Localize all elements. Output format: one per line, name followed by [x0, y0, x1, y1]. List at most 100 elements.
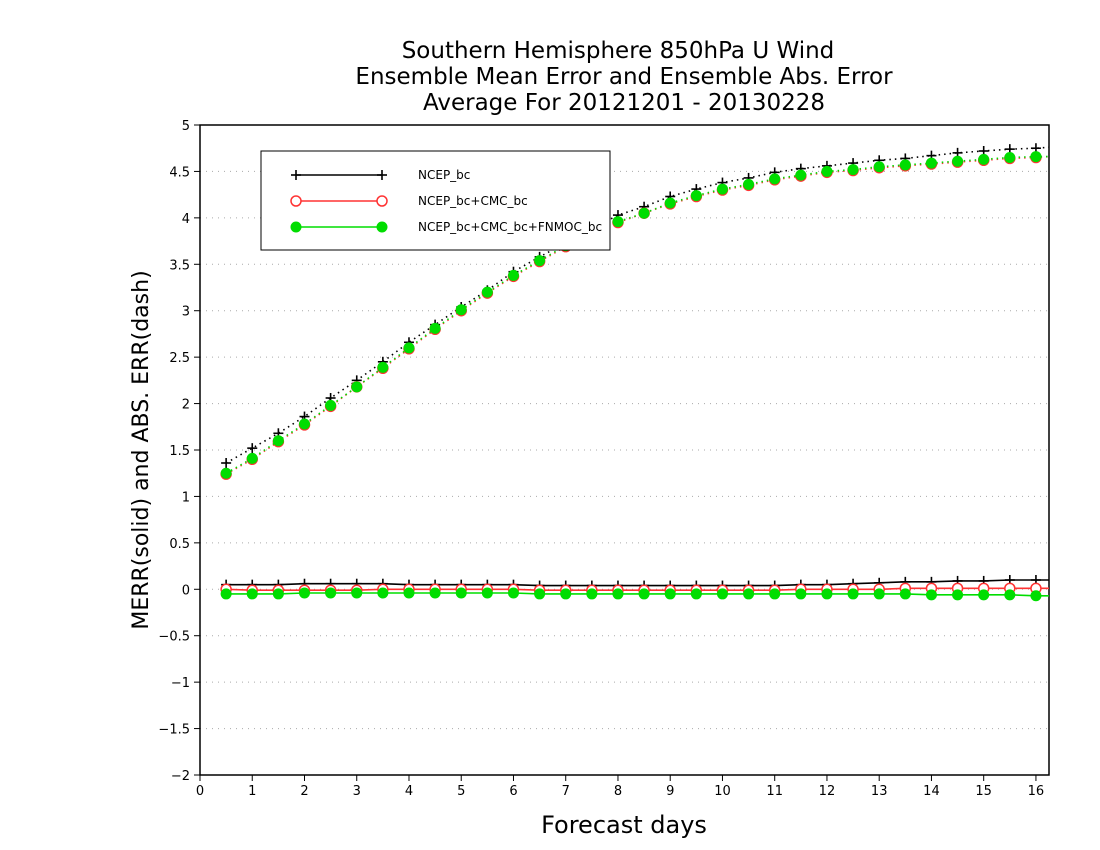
merr-point: [638, 588, 650, 600]
legend-marker-end: [377, 170, 387, 180]
abs-err-point: [221, 458, 232, 468]
x-tick-label: 9: [666, 784, 674, 799]
y-tick-label: 4.5: [169, 165, 190, 180]
abs-err-point: [220, 467, 232, 479]
y-tick-label: 3: [182, 305, 190, 320]
legend-marker-end: [376, 195, 388, 207]
x-tick-label: 6: [509, 784, 517, 799]
y-tick-label: −2: [171, 769, 190, 784]
abs-err-point: [534, 255, 546, 267]
abs-err-point: [246, 452, 258, 464]
y-tick-label: 0.5: [169, 537, 190, 552]
merr-point: [298, 587, 310, 599]
abs-err-point: [247, 443, 258, 454]
x-tick-label: 0: [196, 784, 204, 799]
legend-marker-end: [376, 221, 388, 233]
y-axis-label: MERR(solid) and ABS. ERR(dash): [129, 270, 154, 629]
merr-point: [534, 588, 546, 600]
x-tick-label: 14: [923, 784, 940, 799]
y-tick-label: 3.5: [169, 258, 190, 273]
title-line-1: Southern Hemisphere 850hPa U Wind: [402, 38, 835, 64]
merr-line: [226, 579, 1049, 587]
y-tick-label: 0: [182, 583, 190, 598]
legend-marker-start: [290, 221, 302, 233]
abs-err-point: [455, 304, 467, 316]
x-tick-label: 12: [819, 784, 836, 799]
merr-point: [351, 587, 363, 599]
abs-err-point: [769, 173, 781, 185]
merr-point: [612, 588, 624, 600]
merr-point: [873, 588, 885, 600]
abs-err-point: [690, 190, 702, 202]
y-tick-label: 1.5: [169, 444, 190, 459]
abs-err-point: [507, 269, 519, 281]
abs-err-point: [664, 197, 676, 209]
abs-err-point: [873, 161, 885, 173]
legend: NCEP_bc NCEP_bc+CMC_bc NCEP_bc+CMC_bc+FNMO…: [260, 150, 611, 251]
x-axis-label: Forecast days: [541, 811, 707, 839]
merr-point: [847, 588, 859, 600]
merr-point: [925, 589, 937, 601]
x-tick-label: 16: [1028, 784, 1045, 799]
x-tick-label: 15: [975, 784, 992, 799]
y-tick-label: 2.5: [169, 351, 190, 366]
y-tick-label: 5: [182, 119, 190, 134]
merr-point: [795, 588, 807, 600]
abs-err-point: [978, 153, 990, 165]
x-tick-label: 2: [300, 784, 308, 799]
merr-line: [226, 592, 1049, 597]
merr-point: [560, 588, 572, 600]
merr-line: [226, 587, 1049, 592]
x-tick-label: 1: [248, 784, 256, 799]
y-tick-label: 1: [182, 490, 190, 505]
abs-err-point: [743, 178, 755, 190]
abs-err-point: [899, 159, 911, 171]
merr-point: [586, 588, 598, 600]
merr-point: [690, 588, 702, 600]
abs-err-line: [225, 146, 1050, 464]
merr-point: [769, 588, 781, 600]
abs-err-point: [795, 169, 807, 181]
x-tick-label: 5: [457, 784, 465, 799]
merr-point: [899, 588, 911, 600]
merr-point: [246, 588, 258, 600]
merr-point: [429, 587, 441, 599]
legend-marker-start: [290, 195, 302, 207]
y-tick-label: 2: [182, 398, 190, 413]
grid: [200, 170, 1049, 730]
title-line-3: Average For 20121201 - 20130228: [423, 90, 825, 116]
legend-label: NCEP_bc+CMC_bc: [418, 194, 528, 208]
merr-point: [1004, 589, 1016, 601]
y-tick-label: −1.5: [158, 723, 190, 738]
title-line-2: Ensemble Mean Error and Ensemble Abs. Er…: [355, 64, 893, 90]
x-tick-label: 4: [405, 784, 413, 799]
y-tick-label: 4: [182, 212, 190, 227]
x-tick-label: 11: [766, 784, 783, 799]
merr-point: [455, 587, 467, 599]
legend-label: NCEP_bc+CMC_bc+FNMOC_bc: [418, 220, 602, 234]
merr-point: [716, 588, 728, 600]
abs-err-point: [272, 435, 284, 447]
merr-point: [743, 588, 755, 600]
merr-point: [403, 587, 415, 599]
x-tick-label: 3: [353, 784, 361, 799]
series-layer: [220, 143, 1050, 602]
merr-point: [377, 587, 389, 599]
merr-point: [1030, 590, 1042, 602]
legend-label: NCEP_bc: [418, 168, 470, 182]
abs-err-point: [298, 418, 310, 430]
abs-err-point: [612, 216, 624, 228]
abs-err-point: [716, 183, 728, 195]
merr-point: [507, 587, 519, 599]
abs-err-point: [481, 286, 493, 298]
y-tick-label: −1: [171, 676, 190, 691]
abs-err-point: [821, 165, 833, 177]
abs-err-point: [638, 207, 650, 219]
legend-marker-start: [291, 170, 301, 180]
abs-err-point: [1030, 151, 1042, 163]
abs-err-point: [377, 361, 389, 373]
merr-point: [821, 588, 833, 600]
y-tick-label: −0.5: [158, 630, 190, 645]
x-tick-label: 13: [871, 784, 888, 799]
